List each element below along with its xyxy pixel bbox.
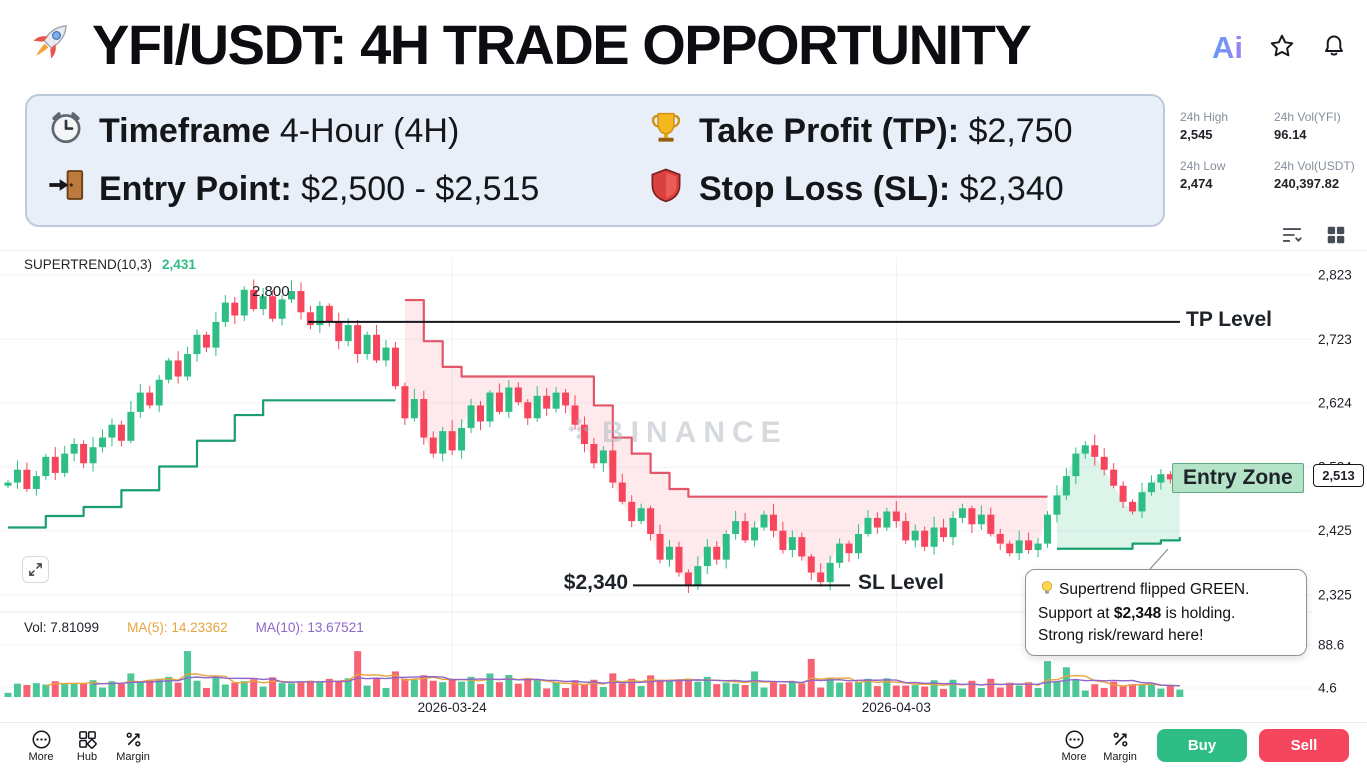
stop-loss-row: Stop Loss (SL): $2,340 xyxy=(647,166,1143,213)
stop-loss-label: Stop Loss (SL): xyxy=(699,170,951,209)
stat-24h-vol-yfi: 24h Vol(YFI) 96.14 xyxy=(1274,110,1341,142)
svg-text:2,723: 2,723 xyxy=(1318,332,1352,347)
page-header: YFI/USDT: 4H TRADE OPPORTUNITY xyxy=(24,12,1032,77)
buy-button[interactable]: Buy xyxy=(1157,729,1247,762)
star-icon[interactable] xyxy=(1269,33,1295,64)
entry-label: Entry Point: xyxy=(99,170,292,209)
orderbook-list-icon[interactable] xyxy=(1281,224,1303,251)
svg-text:2,325: 2,325 xyxy=(1318,588,1352,603)
margin-button-right[interactable]: Margin xyxy=(1097,729,1143,763)
callout-line1: Supertrend flipped GREEN. xyxy=(1059,581,1250,598)
hub-icon xyxy=(78,730,97,749)
stat-24h-low: 24h Low 2,474 xyxy=(1180,159,1226,191)
svg-text:2026-04-03: 2026-04-03 xyxy=(862,700,931,715)
fullscreen-expand-button[interactable] xyxy=(22,556,49,583)
stop-loss-value: $2,340 xyxy=(959,170,1064,209)
binance-diamond-icon xyxy=(566,416,592,450)
page-title: YFI/USDT: 4H TRADE OPPORTUNITY xyxy=(92,13,1032,76)
svg-text:4.6: 4.6 xyxy=(1318,681,1337,696)
rocket-icon xyxy=(24,16,76,73)
ticker-stats: 24h High 2,545 24h Vol(YFI) 96.14 24h Lo… xyxy=(1180,110,1355,191)
svg-text:2,823: 2,823 xyxy=(1318,268,1352,283)
bulb-icon xyxy=(1038,579,1056,603)
vol-value: Vol: 7.81099 xyxy=(24,620,100,635)
entry-value: $2,500 - $2,515 xyxy=(301,170,540,209)
timeframe-label: Timeframe xyxy=(99,111,271,150)
more-icon xyxy=(32,730,50,748)
trade-info-panel: Timeframe 4-Hour (4H) Take Profit (TP): … xyxy=(25,94,1165,227)
divider xyxy=(0,722,1367,723)
current-price-badge: 2,513 xyxy=(1313,464,1364,487)
margin-icon xyxy=(126,732,140,746)
clock-icon xyxy=(47,108,85,155)
margin-icon xyxy=(1113,732,1127,746)
entry-door-icon xyxy=(47,166,85,213)
entry-point-row: Entry Point: $2,500 - $2,515 xyxy=(47,166,647,213)
take-profit-value: $2,750 xyxy=(968,111,1073,150)
stat-24h-high: 24h High 2,545 xyxy=(1180,110,1229,142)
trophy-icon xyxy=(647,108,685,155)
peak-price-label: 2,800 xyxy=(252,283,290,300)
callout-support-price: $2,348 xyxy=(1113,605,1162,623)
chart-tool-icons xyxy=(1281,224,1347,251)
indicator-name: SUPERTREND(10,3) xyxy=(24,257,153,272)
indicator-value: 2,431 xyxy=(162,257,196,272)
more-icon xyxy=(1065,730,1083,748)
timeframe-value: 4-Hour (4H) xyxy=(279,111,460,150)
svg-text:88.6: 88.6 xyxy=(1318,638,1344,653)
shield-icon xyxy=(647,166,685,213)
volume-legend: Vol: 7.81099 MA(5): 14.23362 MA(10): 13.… xyxy=(24,620,364,635)
bell-icon[interactable] xyxy=(1321,33,1347,64)
svg-text:2,425: 2,425 xyxy=(1318,523,1352,538)
ai-logo[interactable]: Ai xyxy=(1212,30,1243,65)
tp-level-label: TP Level xyxy=(1186,308,1272,331)
callout-line3: Strong risk/reward here! xyxy=(1038,626,1204,644)
ma10-value: MA(10): 13.67521 xyxy=(255,620,364,635)
timeframe-row: Timeframe 4-Hour (4H) xyxy=(47,108,647,155)
header-icons: Ai xyxy=(1212,30,1347,66)
price-chart[interactable]: 2,8232,7232,6242,5242,4252,32588.64.6202… xyxy=(0,250,1367,720)
take-profit-label: Take Profit (TP): xyxy=(699,111,960,150)
entry-zone-label: Entry Zone xyxy=(1172,463,1304,493)
more-button-right[interactable]: More xyxy=(1051,729,1097,763)
sl-price-label: $2,340 xyxy=(563,571,628,594)
callout-tooltip: Supertrend flipped GREEN. Support at $2,… xyxy=(1025,569,1307,657)
take-profit-row: Take Profit (TP): $2,750 xyxy=(647,108,1143,155)
grid-layout-icon[interactable] xyxy=(1325,224,1347,251)
sell-button[interactable]: Sell xyxy=(1259,729,1349,762)
bottom-bar: More Hub Margin More xyxy=(0,723,1367,768)
supertrend-legend: SUPERTREND(10,3) 2,431 xyxy=(24,257,196,272)
hub-button[interactable]: Hub xyxy=(64,729,110,763)
svg-text:2,624: 2,624 xyxy=(1318,395,1352,410)
more-button[interactable]: More xyxy=(18,729,64,763)
divider xyxy=(0,250,1367,251)
margin-button[interactable]: Margin xyxy=(110,729,156,763)
ma5-value: MA(5): 14.23362 xyxy=(127,620,228,635)
sl-level-label: SL Level xyxy=(858,571,944,594)
binance-watermark: BINANCE xyxy=(566,416,788,450)
svg-text:2026-03-24: 2026-03-24 xyxy=(418,700,488,715)
stat-24h-vol-usdt: 24h Vol(USDT) 240,397.82 xyxy=(1274,159,1355,191)
